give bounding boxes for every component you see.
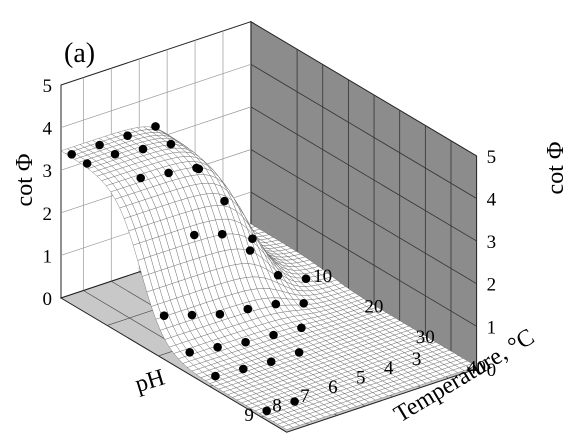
- x-tick-label: 4: [384, 358, 394, 379]
- z-tick-label-right: 3: [487, 232, 497, 253]
- y-tick-label: 10: [313, 266, 332, 287]
- panel-label: (a): [64, 38, 95, 69]
- y-tick-label: 40: [467, 358, 486, 379]
- data-point: [294, 348, 304, 357]
- data-point: [192, 163, 201, 173]
- data-point: [271, 299, 281, 309]
- data-point: [166, 139, 176, 149]
- data-point: [213, 342, 222, 352]
- z-tick-label-left: 5: [43, 76, 53, 97]
- z-tick-label-right: 1: [487, 317, 497, 338]
- x-tick-label: 9: [244, 405, 254, 426]
- data-point: [301, 274, 311, 284]
- z-tick-label-right: 0: [487, 360, 497, 381]
- side-wall-gridline: [60, 63, 252, 128]
- data-point: [151, 122, 160, 131]
- z-tick-label-right: 4: [487, 189, 497, 210]
- y-tick-label: 20: [364, 297, 383, 318]
- back-wall-gridline: [250, 106, 477, 242]
- data-point: [67, 150, 76, 159]
- data-point: [217, 229, 227, 239]
- data-point: [269, 330, 278, 340]
- data-point: [123, 131, 132, 140]
- z-tick-label-left: 0: [43, 289, 53, 310]
- x-tick-label: 8: [272, 395, 282, 416]
- back-wall-gridline: [250, 191, 477, 327]
- x-axis-title: pH: [132, 365, 168, 398]
- data-point: [95, 140, 104, 150]
- data-point: [248, 234, 257, 243]
- data-point: [136, 173, 145, 183]
- z-tick-label-right: 5: [487, 147, 497, 168]
- z-tick-label-right: 2: [487, 275, 497, 296]
- z-axis-title-left: cot Φ: [12, 154, 38, 207]
- x-tick-label: 5: [356, 368, 366, 389]
- z-tick-label-left: 4: [43, 119, 53, 140]
- data-point: [110, 149, 120, 159]
- data-point: [164, 168, 173, 178]
- data-point: [82, 159, 92, 168]
- data-point: [187, 310, 197, 320]
- data-point: [185, 348, 194, 357]
- x-tick-label: 3: [412, 349, 422, 370]
- data-point: [241, 337, 250, 347]
- surface-cell: [281, 424, 294, 430]
- data-point: [190, 230, 199, 240]
- z-tick-label-left: 3: [43, 161, 53, 182]
- data-point: [262, 406, 272, 416]
- data-point: [215, 309, 225, 319]
- x-tick-label: 7: [300, 386, 310, 407]
- back-wall-gridline: [250, 63, 477, 199]
- data-point: [290, 397, 299, 406]
- data-point: [273, 270, 283, 280]
- y-tick-label: 30: [416, 327, 435, 348]
- data-point: [297, 323, 306, 333]
- back-wall-gridline: [250, 149, 477, 285]
- data-point: [159, 311, 169, 321]
- data-point: [220, 196, 229, 206]
- data-point: [211, 371, 220, 381]
- data-point: [138, 144, 148, 154]
- z-tick-label-left: 2: [43, 204, 53, 225]
- data-points: [67, 122, 311, 416]
- z-tick-label-left: 1: [43, 246, 53, 267]
- z-axis-title-right: cot Φ: [543, 142, 569, 195]
- data-point: [239, 364, 248, 374]
- data-point: [245, 246, 255, 255]
- data-point: [266, 357, 276, 367]
- data-point: [299, 299, 309, 308]
- x-tick-label: 6: [328, 377, 338, 398]
- data-point: [243, 304, 253, 314]
